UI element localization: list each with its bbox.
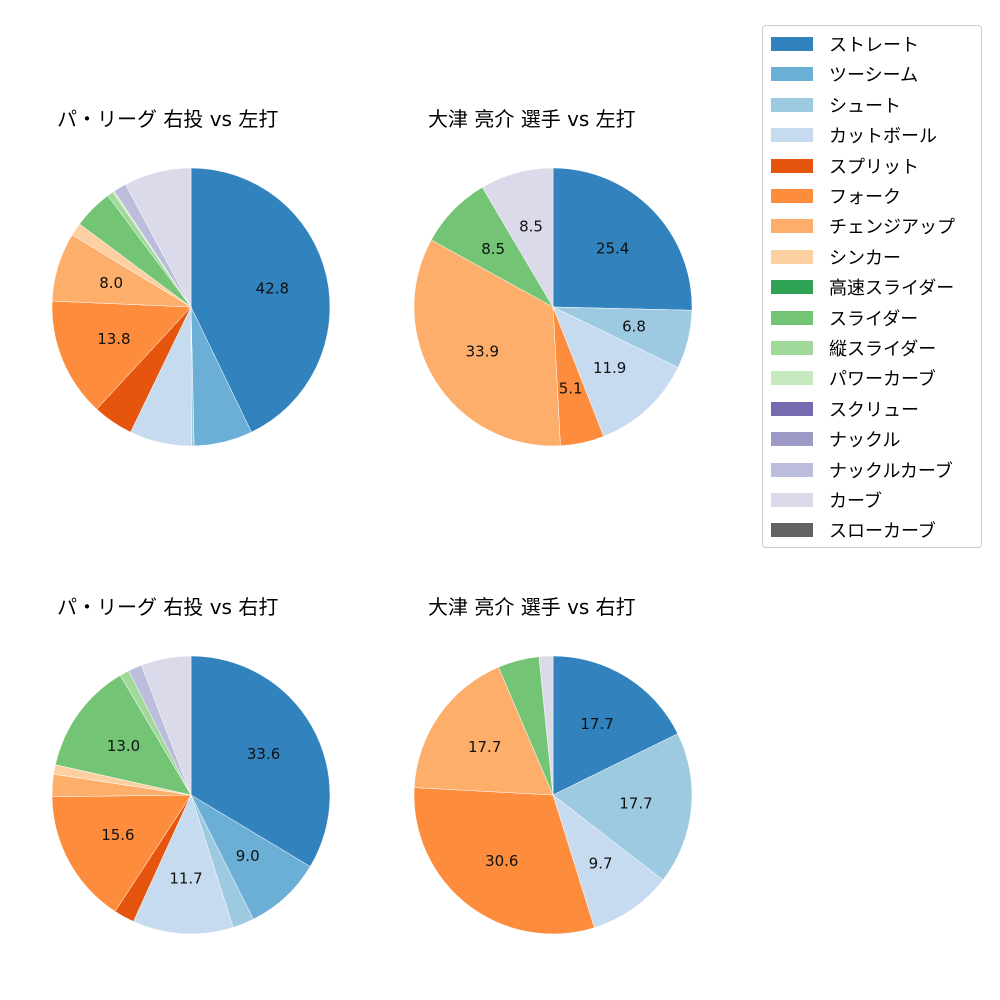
slice-label: 11.7 bbox=[169, 869, 202, 887]
legend-label: カーブ bbox=[829, 491, 882, 512]
slice-label: 42.8 bbox=[256, 279, 289, 297]
legend-label: フォーク bbox=[829, 187, 901, 208]
legend-swatch bbox=[771, 341, 813, 355]
legend-item: スクリュー bbox=[771, 399, 919, 421]
legend-label: シンカー bbox=[829, 247, 901, 269]
slice-label: 9.7 bbox=[589, 854, 613, 872]
legend-swatch bbox=[771, 310, 813, 325]
pie-slice bbox=[552, 306, 679, 437]
slice-label: 17.7 bbox=[619, 794, 652, 812]
legend-item: チェンジアップ bbox=[771, 216, 955, 239]
legend-swatch bbox=[771, 158, 813, 173]
pie-slice bbox=[552, 733, 693, 881]
chart-title: 大津 亮介 選手 vs 右打 bbox=[428, 595, 636, 619]
legend-item: カーブ bbox=[771, 490, 882, 512]
pie-slice bbox=[133, 794, 234, 935]
legend-item: スローカーブ bbox=[771, 520, 936, 543]
slice-label: 11.9 bbox=[593, 359, 626, 377]
legend-item: ストレート bbox=[771, 34, 919, 56]
slice-label: 33.9 bbox=[466, 342, 499, 360]
legend-label: パワーカーブ bbox=[829, 369, 936, 391]
legend-label: ストレート bbox=[829, 35, 919, 56]
pie-slice bbox=[538, 655, 554, 796]
pie-slice bbox=[413, 787, 595, 935]
slice-label: 9.0 bbox=[236, 847, 260, 865]
legend-swatch bbox=[771, 189, 813, 203]
legend: ストレートツーシームシュートカットボール スプリットフォークチェンジアップ シンカー… bbox=[762, 25, 982, 548]
legend-label: スローカーブ bbox=[829, 521, 936, 543]
pie-slice bbox=[552, 167, 693, 311]
legend-swatch bbox=[771, 371, 813, 386]
pie-slice bbox=[141, 655, 192, 796]
pie-slice bbox=[51, 794, 192, 912]
legend-swatch bbox=[771, 219, 813, 234]
pie-slice bbox=[413, 239, 561, 447]
slice-label: 13.8 bbox=[97, 330, 130, 348]
pie-slice bbox=[51, 300, 192, 410]
legend-label: シュート bbox=[829, 95, 901, 117]
legend-label: 高速スライダー bbox=[829, 278, 955, 300]
pie-slice bbox=[481, 167, 554, 308]
legend-item: ナックル bbox=[771, 429, 901, 452]
legend-swatch bbox=[771, 128, 813, 143]
legend-item: パワーカーブ bbox=[771, 368, 936, 391]
legend-swatch bbox=[771, 97, 813, 112]
legend-item: カットボール bbox=[771, 125, 937, 148]
legend-item: スライダー bbox=[771, 308, 919, 330]
slice-label: 17.7 bbox=[468, 738, 501, 756]
legend-label: 縦スライダー bbox=[829, 339, 937, 360]
legend-label: カットボール bbox=[829, 126, 937, 148]
chart-title: パ・リーグ 右投 vs 右打 bbox=[57, 595, 279, 619]
legend-item: シュート bbox=[771, 95, 901, 117]
slice-label: 33.6 bbox=[247, 745, 280, 763]
legend-swatch bbox=[771, 493, 813, 507]
legend-swatch bbox=[771, 523, 813, 538]
legend-swatch bbox=[771, 462, 813, 477]
slice-label: 6.8 bbox=[622, 318, 646, 336]
slice-label: 8.5 bbox=[519, 218, 543, 236]
slice-label: 30.6 bbox=[485, 852, 518, 870]
pie-slice bbox=[190, 167, 331, 433]
legend-swatch bbox=[771, 249, 813, 264]
legend-swatch bbox=[771, 432, 813, 447]
pie-slice bbox=[125, 167, 192, 308]
pie-slice bbox=[413, 666, 554, 796]
legend-item: 縦スライダー bbox=[771, 338, 937, 360]
legend-item: ナックルカーブ bbox=[771, 460, 953, 482]
legend-swatch bbox=[771, 401, 813, 416]
slice-label: 8.0 bbox=[99, 274, 123, 292]
legend-label: ツーシーム bbox=[829, 65, 919, 87]
legend-label: スクリュー bbox=[829, 399, 919, 421]
legend-label: スプリット bbox=[829, 156, 919, 178]
legend-item: シンカー bbox=[771, 247, 901, 269]
slice-label: 13.0 bbox=[107, 737, 140, 755]
legend-item: スプリット bbox=[771, 156, 919, 178]
chart-title: パ・リーグ 右投 vs 左打 bbox=[57, 107, 279, 131]
chart-title: 大津 亮介 選手 vs 左打 bbox=[428, 107, 636, 131]
legend-item: フォーク bbox=[771, 186, 901, 208]
pie-slice bbox=[55, 675, 192, 796]
slice-label: 25.4 bbox=[596, 240, 629, 258]
legend-label: ナックルカーブ bbox=[829, 460, 953, 482]
legend-item: 高速スライダー bbox=[771, 277, 955, 300]
pie-slice bbox=[552, 655, 679, 796]
slice-label: 5.1 bbox=[559, 380, 583, 398]
pie-slice bbox=[190, 794, 311, 920]
legend-swatch bbox=[771, 37, 813, 51]
pie-slice bbox=[552, 794, 664, 929]
legend-label: スライダー bbox=[829, 308, 919, 330]
legend-swatch bbox=[771, 280, 813, 295]
slice-label: 8.5 bbox=[481, 240, 505, 258]
slice-label: 17.7 bbox=[580, 715, 613, 733]
legend-label: チェンジアップ bbox=[829, 217, 955, 239]
legend-swatch bbox=[771, 67, 813, 82]
slice-label: 15.6 bbox=[101, 826, 134, 844]
legend-item: ツーシーム bbox=[771, 64, 919, 87]
legend-label: ナックル bbox=[829, 430, 901, 452]
pie-slice bbox=[190, 655, 331, 867]
